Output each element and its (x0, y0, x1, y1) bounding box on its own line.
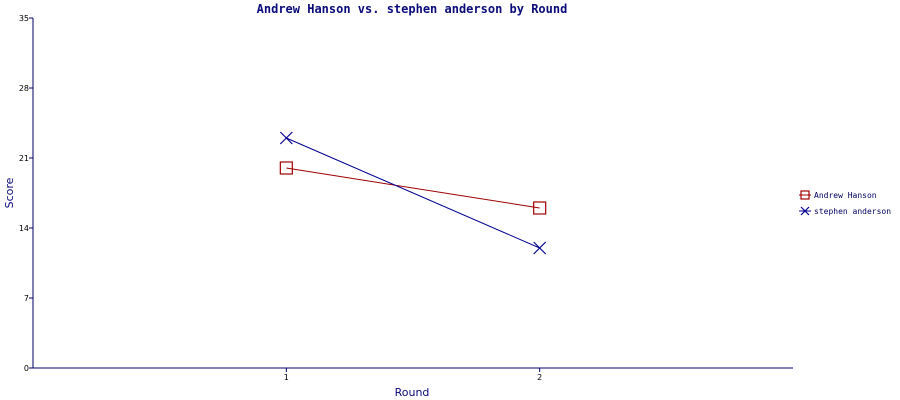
x-tick-label: 2 (537, 373, 542, 382)
series-line (286, 137, 540, 249)
y-tick-label: 21 (19, 154, 29, 163)
y-tick-label: 7 (24, 294, 29, 303)
series-1 (279, 161, 547, 215)
marker-x (800, 206, 810, 216)
marker-x (279, 131, 293, 145)
y-tick-label: 35 (19, 14, 29, 23)
y-tick-label: 14 (19, 224, 29, 233)
chart-title: Andrew Hanson vs. stephen anderson by Ro… (257, 2, 568, 16)
legend-item[interactable]: stephen anderson (799, 206, 891, 216)
legend-label: Andrew Hanson (814, 191, 877, 200)
y-axis: 0 7 14 21 28 35 (19, 14, 34, 373)
marker-x (533, 241, 547, 255)
legend-label: stephen anderson (814, 207, 891, 216)
legend-item[interactable]: Andrew Hanson (799, 190, 877, 200)
x-axis-label: Round (395, 386, 430, 399)
y-axis-label: Score (3, 177, 16, 208)
y-tick-label: 0 (24, 364, 29, 373)
legend[interactable]: Andrew Hanson stephen anderson (799, 190, 891, 216)
x-tick-label: 1 (284, 373, 289, 382)
series-2 (279, 131, 547, 255)
series-area (279, 131, 547, 255)
marker-square (279, 161, 293, 175)
y-tick-label: 28 (19, 84, 29, 93)
marker-square (800, 190, 810, 200)
marker-square (533, 201, 547, 215)
series-line (286, 167, 540, 209)
